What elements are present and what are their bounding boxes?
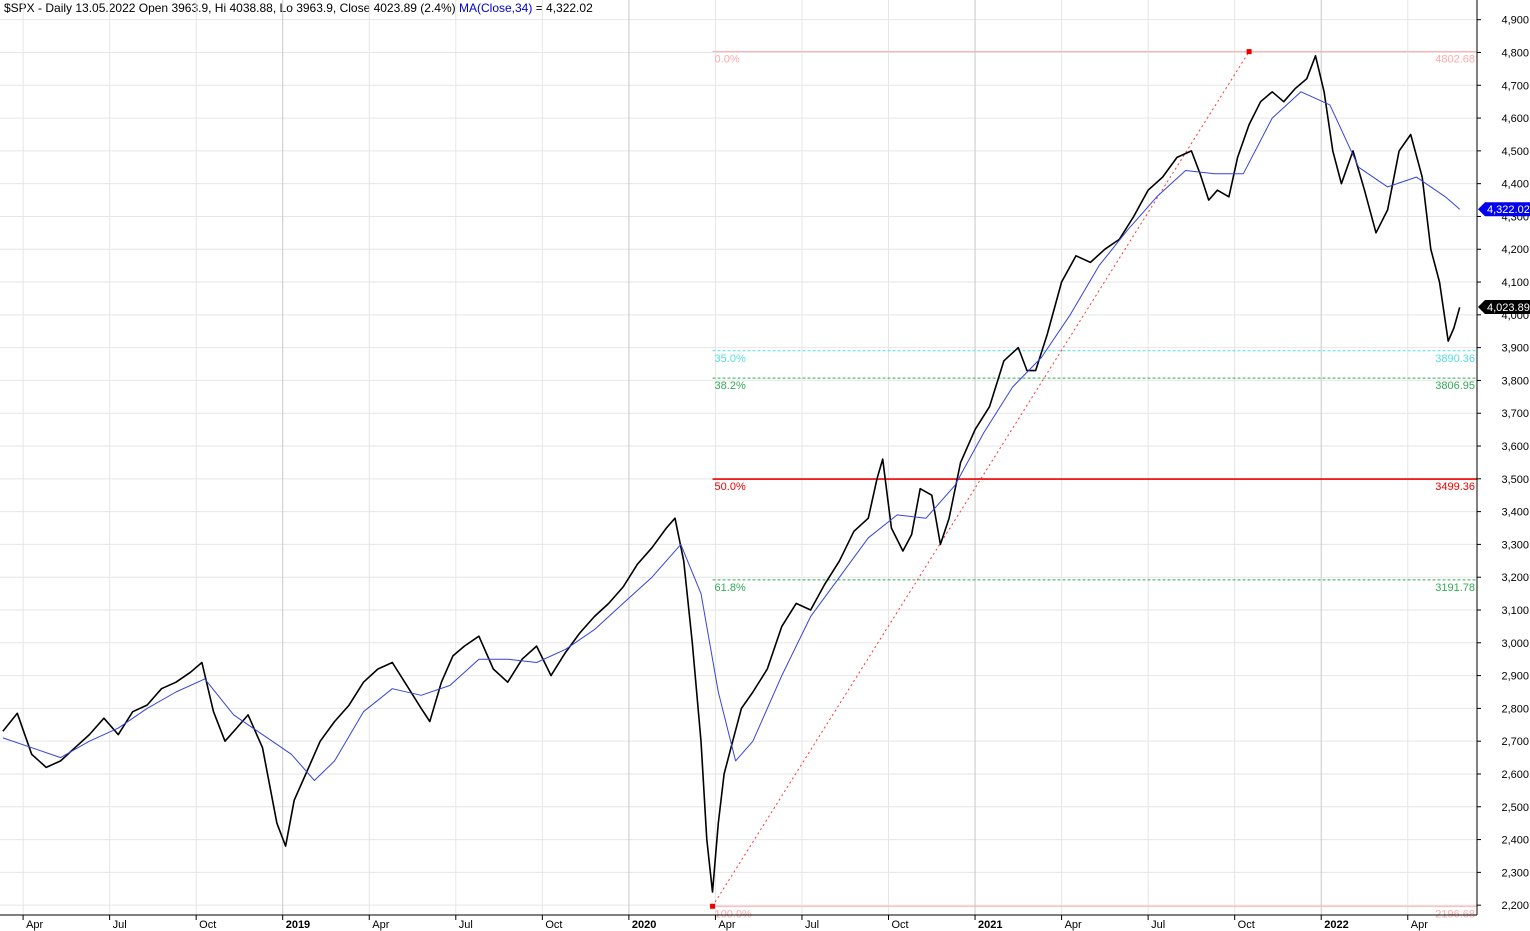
y-tick-label: 4,500 xyxy=(1501,146,1529,158)
x-tick-label: Oct xyxy=(892,919,909,931)
x-tick-label: 2021 xyxy=(978,919,1002,931)
time-axis: Apr Jul Oct 2019 Apr Jul Oct 2020 Apr Jul Oct 2021 A… xyxy=(0,914,1477,931)
fib-level-pct: 38.2% xyxy=(715,380,746,392)
y-tick-label: 2,300 xyxy=(1501,867,1529,879)
y-tick-label: 3,200 xyxy=(1501,572,1529,584)
x-tick-label: Apr xyxy=(26,919,43,931)
fib-level-value: 3806.95 xyxy=(1435,380,1475,392)
y-tick-label: 2,200 xyxy=(1501,900,1529,912)
y-tick-label: 4,400 xyxy=(1501,179,1529,191)
fib-level-value: 3499.36 xyxy=(1435,481,1475,493)
fib-level-value: 2196.68 xyxy=(1435,908,1475,920)
ma-value: = 4,322.02 xyxy=(535,1,593,15)
fib-level-value: 3890.36 xyxy=(1435,353,1475,365)
y-tick-label: 3,800 xyxy=(1501,375,1529,387)
y-tick-label: 3,000 xyxy=(1501,638,1529,650)
fib-level-pct: 35.0% xyxy=(715,353,746,365)
x-tick-label: Apr xyxy=(1411,919,1428,931)
chart-title: $SPX - Daily 13.05.2022 Open 3963.9, Hi … xyxy=(4,1,456,15)
y-tick-label: 3,300 xyxy=(1501,539,1529,551)
y-tick-label: 2,500 xyxy=(1501,802,1529,814)
y-tick-label: 2,900 xyxy=(1501,671,1529,683)
fib-level-pct: 61.8% xyxy=(715,582,746,594)
fib-anchor-low xyxy=(710,903,716,909)
x-tick-label: Jul xyxy=(1151,919,1165,931)
x-tick-label: 2020 xyxy=(632,919,656,931)
y-tick-label: 4,600 xyxy=(1501,113,1529,125)
y-tick-label: 2,600 xyxy=(1501,769,1529,781)
last-ma-tag: 4,322.02 xyxy=(1478,202,1530,217)
moving-average-line xyxy=(2,91,1461,781)
y-tick-label: 4,800 xyxy=(1501,47,1529,59)
x-tick-label: Apr xyxy=(372,919,389,931)
y-tick-label: 3,100 xyxy=(1501,605,1529,617)
fib-level-value: 4802.68 xyxy=(1435,54,1475,66)
last-ma-tag-text: 4,322.02 xyxy=(1487,204,1530,216)
x-tick-label: Jul xyxy=(805,919,819,931)
fib-anchor-high xyxy=(1246,49,1252,55)
y-tick-label: 3,500 xyxy=(1501,474,1529,486)
last-price-tag: 4,023.89 xyxy=(1478,300,1530,315)
y-tick-label: 4,700 xyxy=(1501,80,1529,92)
fib-level-pct: 100.0% xyxy=(715,908,753,920)
y-tick-label: 3,600 xyxy=(1501,441,1529,453)
y-tick-label: 3,900 xyxy=(1501,343,1529,355)
fib-level-value: 3191.78 xyxy=(1435,582,1475,594)
price-axis: 2,200 2,300 2,400 2,500 2,600 2,700 2,800 2,900… xyxy=(1476,0,1530,915)
ma-label: MA(Close,34) xyxy=(458,1,533,15)
x-tick-label: Jul xyxy=(113,919,127,931)
last-price-tag-bg xyxy=(1478,300,1530,315)
series-layer xyxy=(2,55,1461,893)
last-price-tag-text: 4,023.89 xyxy=(1487,302,1530,314)
chart-header: $SPX - Daily 13.05.2022 Open 3963.9, Hi … xyxy=(4,1,593,15)
x-tick-label: Oct xyxy=(1238,919,1255,931)
grid xyxy=(0,0,1477,915)
y-tick-label: 2,700 xyxy=(1501,736,1529,748)
y-tick-label: 4,200 xyxy=(1501,244,1529,256)
fib-level-pct: 50.0% xyxy=(715,481,746,493)
x-tick-label: Oct xyxy=(199,919,216,931)
y-tick-label: 4,100 xyxy=(1501,277,1529,289)
y-tick-label: 4,900 xyxy=(1501,15,1529,27)
y-tick-label: 3,400 xyxy=(1501,507,1529,519)
x-tick-label: Apr xyxy=(1065,919,1082,931)
x-tick-label: 2022 xyxy=(1324,919,1348,931)
y-tick-label: 2,800 xyxy=(1501,703,1529,715)
price-line xyxy=(2,55,1461,893)
x-tick-label: 2019 xyxy=(286,919,310,931)
fib-level-pct: 0.0% xyxy=(715,54,740,66)
x-tick-label: Jul xyxy=(459,919,473,931)
y-tick-label: 2,400 xyxy=(1501,835,1529,847)
x-tick-label: Apr xyxy=(718,919,735,931)
last-ma-tag-bg xyxy=(1478,202,1530,217)
y-tick-label: 3,700 xyxy=(1501,408,1529,420)
x-tick-label: Oct xyxy=(545,919,562,931)
